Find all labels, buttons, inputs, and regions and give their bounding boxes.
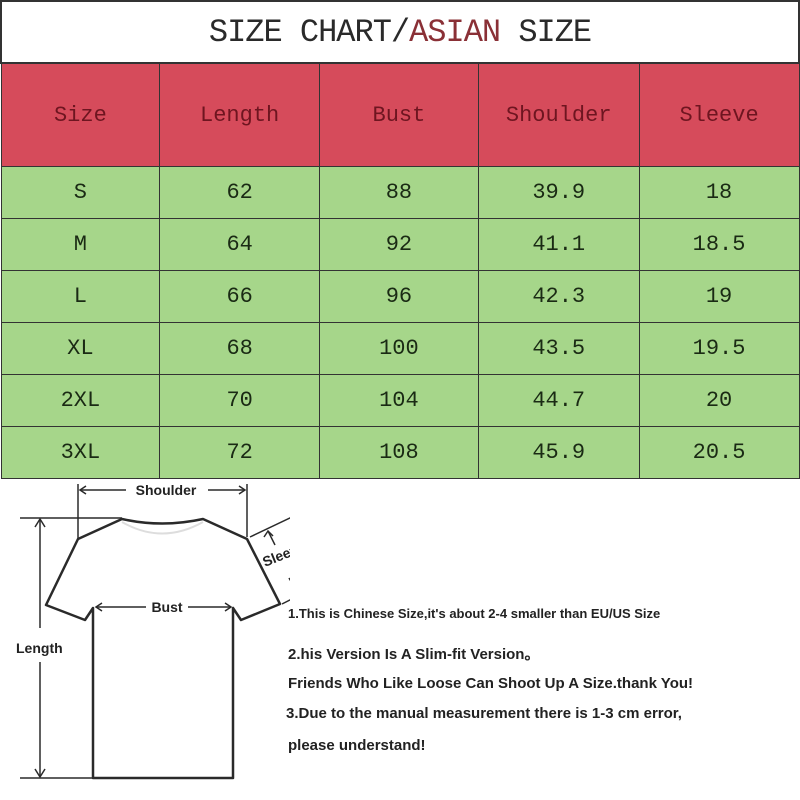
table-cell: 3XL: [0, 426, 161, 479]
table-cell: 68: [159, 322, 321, 375]
length-label: Length: [16, 640, 63, 656]
title-accent: ASIAN: [409, 13, 501, 51]
table-cell: 19: [638, 270, 800, 323]
header-cell: Bust: [319, 62, 479, 167]
note-2b: Friends Who Like Loose Can Shoot Up A Si…: [288, 675, 694, 692]
chart-title: SIZE CHART/ASIAN SIZE: [0, 0, 800, 64]
title-text: SIZE CHART/: [208, 13, 410, 51]
table-cell: 62: [159, 166, 321, 219]
bust-label: Bust: [151, 599, 182, 615]
table-row: 3XL 72 108 45.9 20.5: [0, 426, 800, 479]
table-cell: 104: [319, 374, 479, 427]
table-cell: 39.9: [477, 166, 640, 219]
shoulder-label: Shoulder: [136, 482, 197, 498]
table-cell: 92: [319, 218, 479, 271]
note-3: 3.Due to the manual measurement there is…: [286, 705, 682, 722]
sleeve-label: Sleeve: [260, 538, 290, 570]
table-cell: 72: [159, 426, 321, 479]
table-cell: 66: [159, 270, 321, 323]
table-cell: 64: [159, 218, 321, 271]
table-row: S 62 88 39.9 18: [0, 166, 800, 219]
header-cell: Sleeve: [638, 62, 800, 167]
title-text-end: SIZE: [500, 13, 592, 51]
table-row: XL 68 100 43.5 19.5: [0, 322, 800, 375]
table-cell: 42.3: [477, 270, 640, 323]
table-cell: 96: [319, 270, 479, 323]
table-cell: 20: [638, 374, 800, 427]
table-cell: 20.5: [638, 426, 800, 479]
header-cell: Size: [0, 62, 161, 167]
table-cell: 18.5: [638, 218, 800, 271]
table-row: M 64 92 41.1 18.5: [0, 218, 800, 271]
table-cell: S: [0, 166, 161, 219]
table-cell: XL: [0, 322, 161, 375]
size-chart-table: SIZE CHART/ASIAN SIZE Size Length Bust S…: [0, 0, 800, 479]
table-cell: L: [0, 270, 161, 323]
table-cell: 100: [319, 322, 479, 375]
header-cell: Length: [159, 62, 321, 167]
table-cell: 88: [319, 166, 479, 219]
header-cell: Shoulder: [477, 62, 640, 167]
table-cell: 108: [319, 426, 479, 479]
table-row: L 66 96 42.3 19: [0, 270, 800, 323]
table-cell: 44.7: [477, 374, 640, 427]
header-row: Size Length Bust Shoulder Sleeve: [0, 62, 800, 167]
note-2: 2.his Version Is A Slim-fit Version。: [288, 646, 540, 663]
tshirt-diagram: Shoulder Bust Length Sleeve: [16, 482, 290, 780]
table-cell: 43.5: [477, 322, 640, 375]
note-3b: please understand!: [288, 737, 426, 754]
table-cell: 18: [638, 166, 800, 219]
table-cell: 19.5: [638, 322, 800, 375]
table-cell: 2XL: [0, 374, 161, 427]
table-row: 2XL 70 104 44.7 20: [0, 374, 800, 427]
table-cell: M: [0, 218, 161, 271]
note-1: 1.This is Chinese Size,it's about 2-4 sm…: [288, 606, 661, 621]
table-cell: 41.1: [477, 218, 640, 271]
table-cell: 70: [159, 374, 321, 427]
tshirt-outline: [44, 517, 282, 780]
table-cell: 45.9: [477, 426, 640, 479]
